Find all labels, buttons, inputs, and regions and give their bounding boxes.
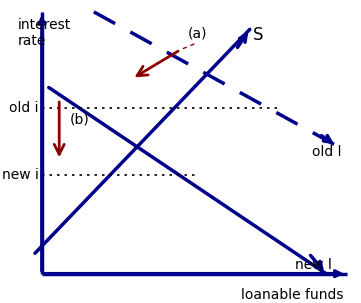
Text: S: S: [253, 26, 264, 44]
Text: interest
rate: interest rate: [18, 18, 71, 48]
Text: old l: old l: [312, 145, 342, 158]
Text: (b): (b): [70, 112, 90, 127]
Text: new i: new i: [1, 168, 38, 182]
Text: loanable funds: loanable funds: [241, 288, 343, 302]
Text: (a): (a): [187, 27, 207, 41]
Text: old i: old i: [9, 101, 38, 115]
Text: new l: new l: [295, 258, 332, 272]
